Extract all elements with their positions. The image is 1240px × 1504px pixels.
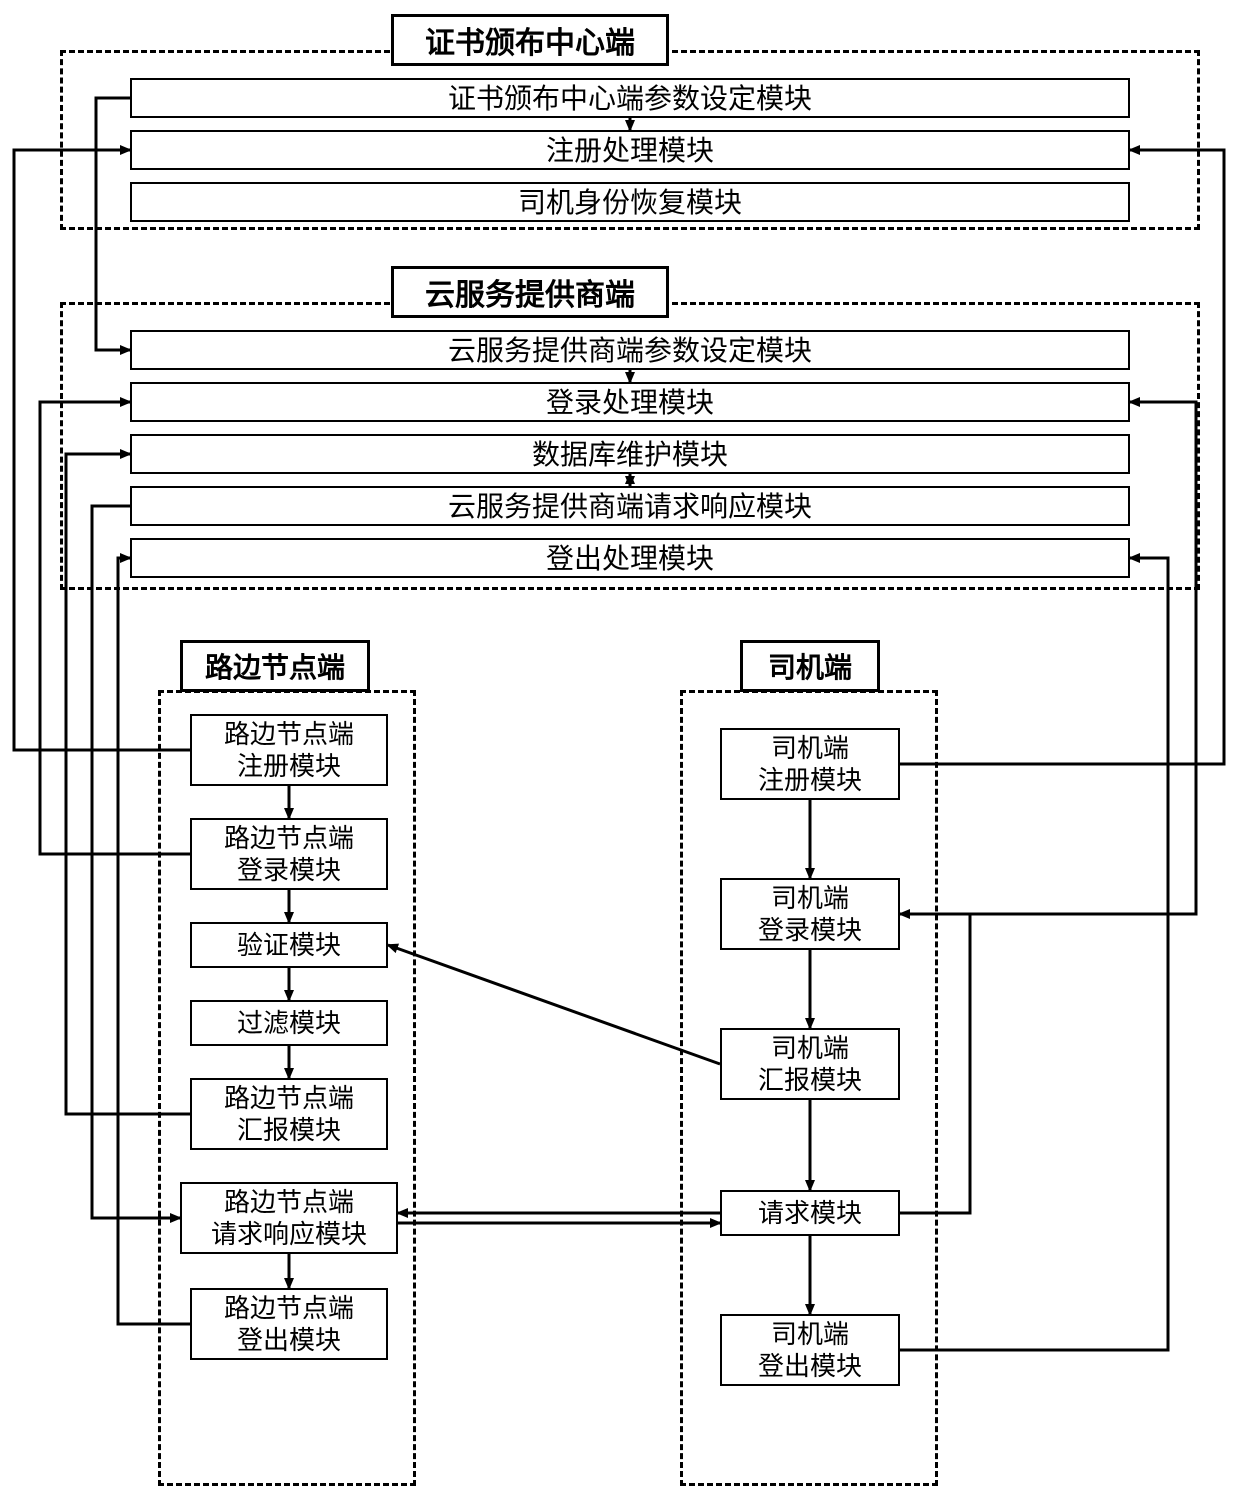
module-csp-login: 登录处理模块 (130, 382, 1130, 422)
module-drv-logout: 司机端 登出模块 (720, 1314, 900, 1386)
module-drv-login: 司机端 登录模块 (720, 878, 900, 950)
group-csp-title: 云服务提供商端 (391, 266, 669, 318)
module-rsu-register: 路边节点端 注册模块 (190, 714, 388, 786)
module-rsu-verify: 验证模块 (190, 922, 388, 968)
module-drv-report: 司机端 汇报模块 (720, 1028, 900, 1100)
module-rsu-report: 路边节点端 汇报模块 (190, 1078, 388, 1150)
group-ca-title: 证书颁布中心端 (391, 14, 669, 66)
module-drv-request: 请求模块 (720, 1190, 900, 1236)
module-rsu-filter: 过滤模块 (190, 1000, 388, 1046)
module-ca-param: 证书颁布中心端参数设定模块 (130, 78, 1130, 118)
module-ca-recover: 司机身份恢复模块 (130, 182, 1130, 222)
module-rsu-respond: 路边节点端 请求响应模块 (180, 1182, 398, 1254)
module-csp-logout: 登出处理模块 (130, 538, 1130, 578)
module-ca-register: 注册处理模块 (130, 130, 1130, 170)
module-csp-param: 云服务提供商端参数设定模块 (130, 330, 1130, 370)
module-csp-respond: 云服务提供商端请求响应模块 (130, 486, 1130, 526)
group-rsu-title: 路边节点端 (180, 640, 370, 692)
group-drv-title: 司机端 (740, 640, 880, 692)
module-rsu-logout: 路边节点端 登出模块 (190, 1288, 388, 1360)
module-rsu-login: 路边节点端 登录模块 (190, 818, 388, 890)
diagram-canvas: 证书颁布中心端 证书颁布中心端参数设定模块 注册处理模块 司机身份恢复模块 云服… (0, 0, 1240, 1504)
module-drv-register: 司机端 注册模块 (720, 728, 900, 800)
module-csp-db: 数据库维护模块 (130, 434, 1130, 474)
